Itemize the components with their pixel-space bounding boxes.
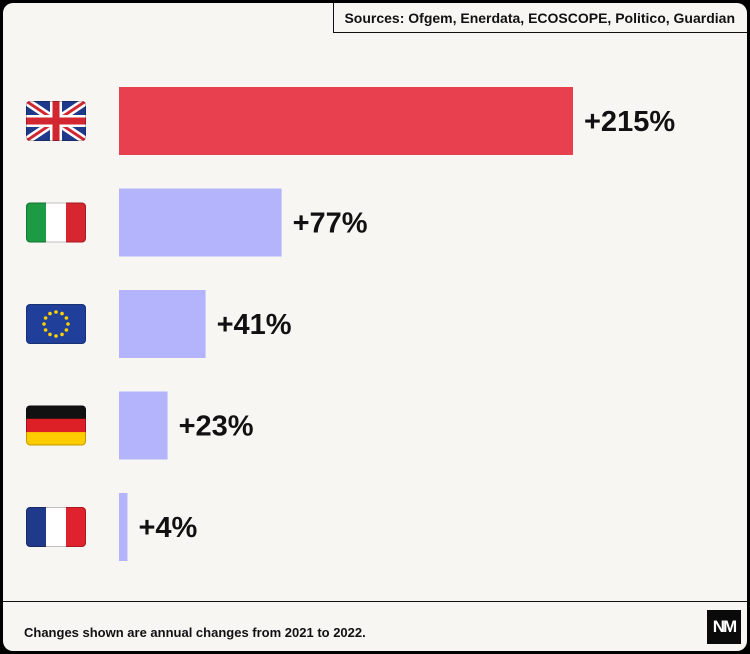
bar-france <box>119 493 128 561</box>
germany-flag-icon <box>26 405 86 446</box>
bar-germany <box>119 391 168 460</box>
value-label-germany: +23% <box>179 411 254 443</box>
bar-chart: +215% +77% +41% +23% +4% <box>26 87 675 561</box>
value-label-uk: +215% <box>584 106 675 138</box>
bar-uk <box>119 87 573 155</box>
eu-flag-icon <box>26 304 86 344</box>
infographic-frame: Sources: Ofgem, Enerdata, ECOSCOPE, Poli… <box>3 3 747 651</box>
brand-logo: NM <box>707 610 741 644</box>
value-label-eu: +41% <box>217 309 292 341</box>
footer: Changes shown are annual changes from 20… <box>3 601 747 651</box>
france-flag-icon <box>26 507 86 547</box>
bar-eu <box>119 290 206 358</box>
value-label-italy: +77% <box>293 208 368 240</box>
bar-italy <box>119 188 282 257</box>
italy-flag-icon <box>26 202 86 243</box>
footnote: Changes shown are annual changes from 20… <box>24 625 366 640</box>
uk-flag-icon <box>26 101 86 141</box>
value-label-france: +4% <box>138 512 197 544</box>
sources-note: Sources: Ofgem, Enerdata, ECOSCOPE, Poli… <box>333 3 747 33</box>
